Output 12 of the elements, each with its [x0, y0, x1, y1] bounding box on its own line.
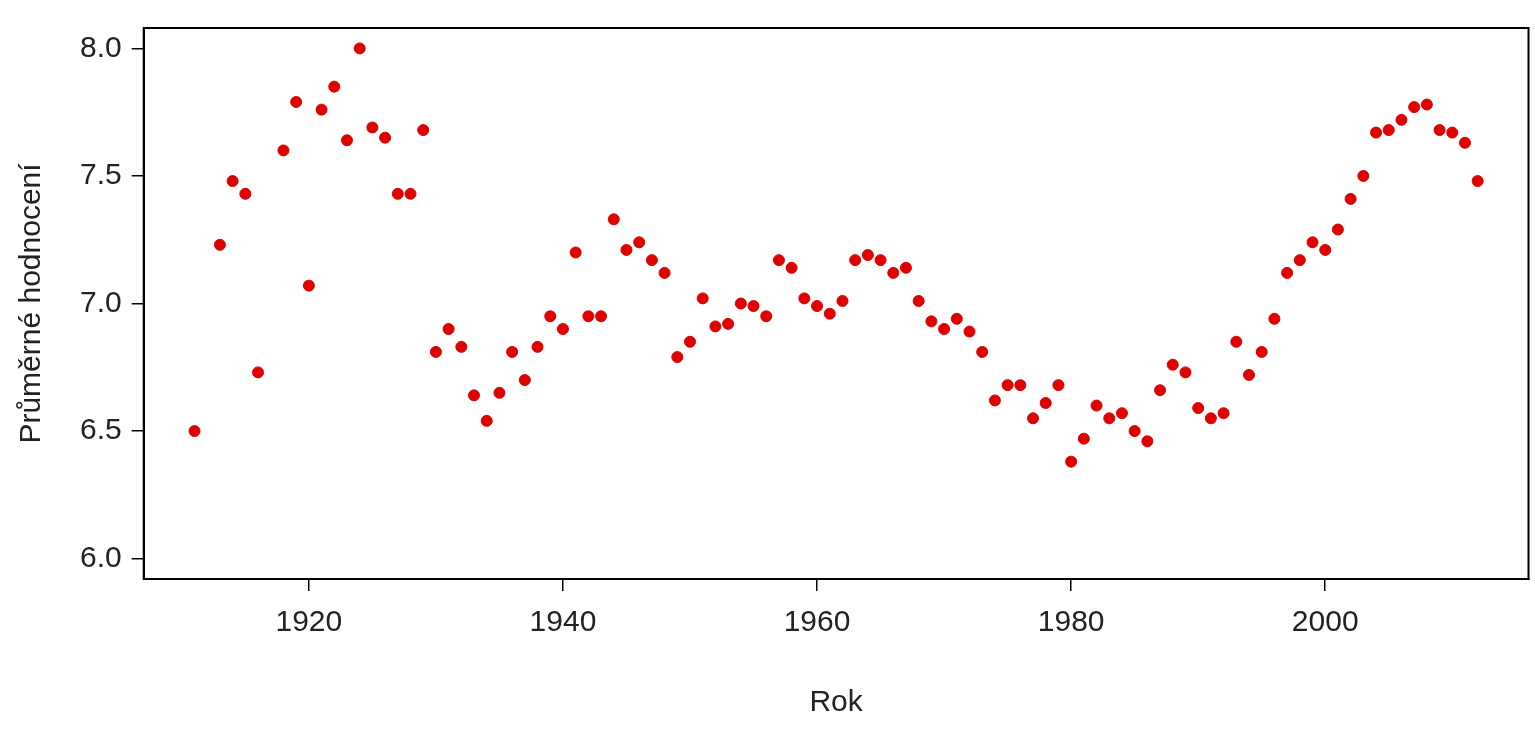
x-tick-label: 1920: [275, 604, 343, 638]
x-tick-label: 1940: [529, 604, 597, 638]
x-tick-label: 1980: [1037, 604, 1105, 638]
y-tick-label: 6.0: [79, 539, 122, 573]
y-tick-label: 7.5: [79, 157, 122, 191]
x-axis-title: Rok: [809, 684, 864, 718]
x-tick-label: 1960: [783, 604, 851, 638]
y-tick-label: 7.0: [79, 284, 122, 318]
x-tick-label: 2000: [1291, 604, 1359, 638]
y-tick-label: 8.0: [79, 29, 122, 63]
y-axis-title: Průměrné hodnocení: [13, 162, 47, 444]
y-tick-label: 6.5: [79, 412, 122, 446]
